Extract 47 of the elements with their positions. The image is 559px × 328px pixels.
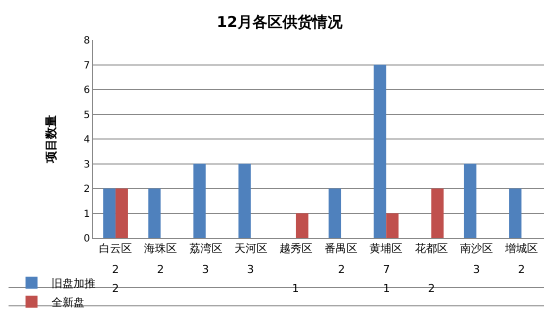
x-tick-label: 白云区	[99, 242, 132, 256]
chart-title: 12月各区供货情况	[216, 12, 344, 31]
y-axis-title: 项目数量	[44, 115, 58, 164]
bar	[238, 164, 251, 238]
y-tick-label: 2	[84, 184, 90, 195]
data-label: 1	[383, 282, 390, 295]
legend-label: 全新盘	[52, 296, 85, 310]
data-label: 3	[247, 263, 254, 276]
x-tick-label: 番禺区	[324, 242, 358, 256]
bar	[193, 164, 206, 238]
x-tick-label: 黄埔区	[370, 242, 403, 256]
bar	[148, 188, 161, 238]
y-tick-label: 0	[84, 234, 90, 244]
x-tick-label: 天河区	[234, 242, 268, 256]
data-label: 2	[112, 282, 119, 295]
bar	[328, 188, 342, 238]
data-label: 2	[428, 282, 435, 295]
x-tick-label: 花都区	[414, 242, 448, 256]
x-tick-label: 增城区	[504, 242, 538, 256]
bar	[464, 164, 476, 238]
x-tick-label: 越秀区	[279, 242, 312, 256]
y-tick-label: 1	[84, 208, 90, 220]
data-label: 3	[202, 263, 209, 276]
bar	[374, 64, 386, 238]
data-label: 2	[157, 263, 164, 276]
data-label: 2	[112, 263, 119, 276]
data-label: 2	[518, 263, 525, 276]
y-tick-label: 4	[84, 134, 90, 146]
x-tick-label: 海珠区	[144, 242, 178, 256]
bar	[103, 188, 116, 238]
bar	[296, 213, 308, 238]
y-tick-label: 5	[84, 110, 90, 121]
x-tick-label: 南沙区	[460, 242, 493, 256]
data-label: 3	[473, 263, 480, 276]
x-tick-label: 荔湾区	[189, 242, 222, 256]
legend-label: 旧盘加推	[52, 277, 96, 290]
y-tick-label: 3	[84, 159, 90, 170]
y-tick-label: 7	[84, 60, 90, 72]
data-label: 7	[383, 263, 390, 276]
bar	[431, 188, 444, 238]
data-label: 2	[338, 263, 345, 276]
y-tick-label: 8	[84, 36, 90, 46]
data-label: 1	[292, 282, 299, 295]
bar	[116, 188, 128, 238]
y-tick-label: 6	[84, 85, 90, 96]
bar	[386, 213, 399, 238]
bar	[509, 188, 522, 238]
